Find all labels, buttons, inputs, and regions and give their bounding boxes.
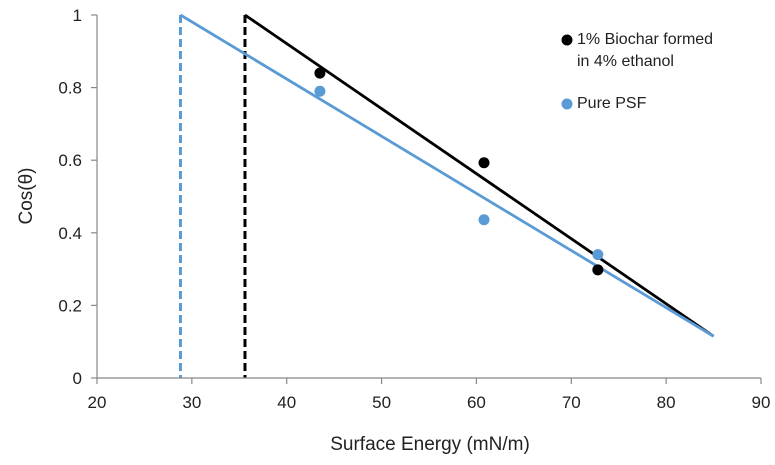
- x-tick-label: 20: [88, 393, 107, 412]
- legend-label-2: Pure PSF: [577, 95, 647, 112]
- data-point-series-2: [479, 214, 490, 225]
- x-tick-label: 50: [372, 393, 391, 412]
- y-axis-title: Cos(θ): [16, 167, 37, 224]
- data-point-series-1: [479, 157, 490, 168]
- y-tick-label: 0.8: [58, 79, 82, 98]
- data-point-series-2: [314, 86, 325, 97]
- data-point-series-2: [592, 249, 603, 260]
- y-tick-label: 0.4: [58, 224, 82, 243]
- x-axis-title: Surface Energy (mN/m): [330, 434, 530, 455]
- x-tick-label: 70: [562, 393, 581, 412]
- y-tick-label: 0.2: [58, 296, 82, 315]
- y-tick-label: 0.6: [58, 151, 82, 170]
- y-tick-label: 1: [73, 6, 82, 25]
- y-tick-label: 0: [73, 369, 82, 388]
- x-tick-label: 80: [657, 393, 676, 412]
- x-tick-label: 60: [467, 393, 486, 412]
- legend-label-1: in 4% ethanol: [577, 53, 674, 70]
- data-point-series-1: [592, 264, 603, 275]
- data-point-series-1: [314, 68, 325, 79]
- x-tick-label: 40: [277, 393, 296, 412]
- x-tick-label: 30: [182, 393, 201, 412]
- x-tick-label: 90: [752, 393, 771, 412]
- legend-label-1: 1% Biochar formed: [577, 31, 713, 48]
- legend-marker-1: [562, 35, 573, 46]
- legend-marker-2: [562, 99, 573, 110]
